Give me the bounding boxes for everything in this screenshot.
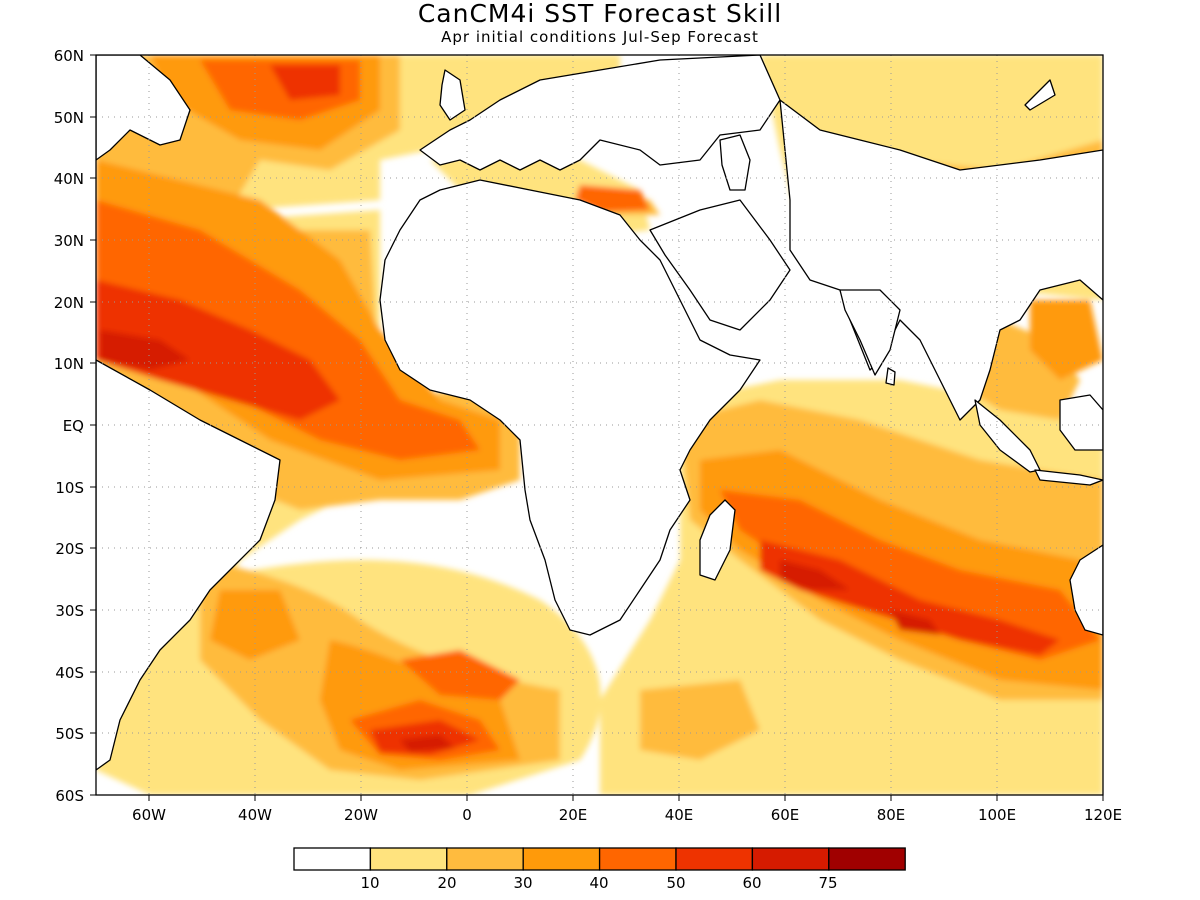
legend-label-20: 20 [437, 874, 456, 892]
legend-swatch [675, 847, 754, 871]
lat-label-10n: 10N [54, 355, 84, 373]
map-subtitle: Apr initial conditions Jul-Sep Forecast [441, 28, 759, 46]
legend-label-30: 30 [513, 874, 532, 892]
lat-label-50s: 50S [55, 725, 84, 743]
south-america-land [96, 359, 281, 771]
caspian-sea [719, 134, 751, 191]
lat-label-20s: 20S [55, 540, 84, 558]
legend-swatch [522, 847, 601, 871]
lat-label-60s: 60S [55, 787, 84, 805]
legend-swatch [446, 847, 524, 871]
lon-label-0: 0 [462, 806, 472, 824]
legend-swatch [828, 847, 906, 871]
legend-label-60: 60 [742, 874, 761, 892]
africa-land [379, 179, 761, 636]
lon-axis: 60W 40W 20W 0 20E 40E 60E 80E 100E 120E [132, 795, 1122, 824]
lat-label-10s: 10S [55, 479, 84, 497]
lat-label-eq: EQ [63, 417, 84, 435]
borneo-land [1059, 394, 1103, 451]
legend-swatch [369, 847, 448, 871]
legend-label-75: 75 [818, 874, 837, 892]
lat-label-30s: 30S [55, 602, 84, 620]
legend-label-50: 50 [666, 874, 685, 892]
lon-label-120e: 120E [1084, 806, 1122, 824]
lat-axis: 60N 50N 40N 30N 20N 10N EQ 10S 20S 30S 4… [54, 47, 96, 805]
lat-label-50n: 50N [54, 109, 84, 127]
arabia-land [649, 199, 791, 331]
legend-label-10: 10 [360, 874, 379, 892]
coastlines [96, 55, 1103, 771]
lat-label-40n: 40N [54, 170, 84, 188]
british-isles-land [439, 69, 466, 121]
lon-label-80e: 80E [877, 806, 906, 824]
legend-swatch [751, 847, 830, 871]
lat-label-20n: 20N [54, 294, 84, 312]
lon-label-20w: 20W [344, 806, 378, 824]
legend-swatch [293, 847, 372, 871]
legend-label-40: 40 [589, 874, 608, 892]
lat-label-30n: 30N [54, 232, 84, 250]
sri-lanka-land [885, 367, 896, 386]
legend-swatch [598, 847, 677, 871]
lon-label-100e: 100E [978, 806, 1016, 824]
color-legend: 10 20 30 40 50 60 75 [293, 847, 906, 892]
lat-label-40s: 40S [55, 664, 84, 682]
europe-land [419, 55, 781, 171]
lon-label-20e: 20E [559, 806, 588, 824]
japan-land [1024, 79, 1056, 111]
map-title: CanCM4i SST Forecast Skill [417, 0, 783, 28]
lat-label-60n: 60N [54, 47, 84, 65]
lon-label-40w: 40W [238, 806, 272, 824]
lon-label-40e: 40E [665, 806, 694, 824]
madagascar-land [699, 499, 736, 581]
north-america-land [96, 55, 191, 161]
java-land [1034, 469, 1103, 486]
lon-label-60e: 60E [771, 806, 800, 824]
lon-label-60w: 60W [132, 806, 166, 824]
